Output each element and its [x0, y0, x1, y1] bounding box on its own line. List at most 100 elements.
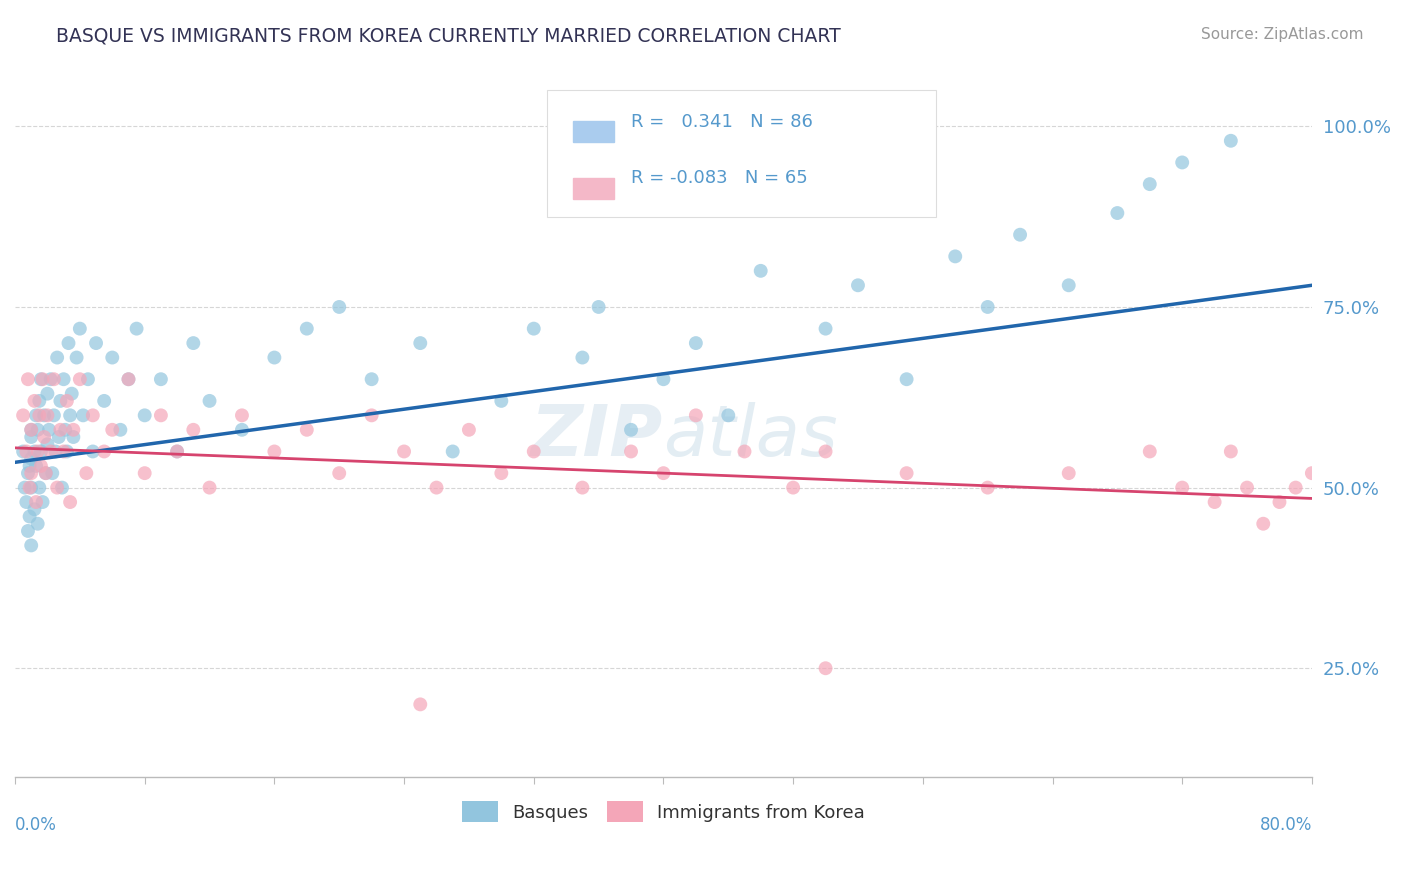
Point	[93, 444, 115, 458]
Point	[15, 495, 38, 509]
Point	[117, 372, 139, 386]
Point	[60, 386, 83, 401]
Point	[11, 409, 34, 423]
Point	[409, 336, 432, 351]
Point	[35, 466, 58, 480]
Point	[39, 372, 62, 386]
Point	[441, 444, 464, 458]
Text: R = -0.083   N = 65: R = -0.083 N = 65	[631, 169, 808, 187]
Point	[1010, 227, 1032, 242]
Point	[1171, 155, 1194, 169]
Point	[30, 458, 52, 473]
Point	[32, 409, 55, 423]
Point	[1285, 481, 1308, 495]
Point	[458, 423, 481, 437]
Point	[52, 444, 75, 458]
Text: Source: ZipAtlas.com: Source: ZipAtlas.com	[1201, 27, 1364, 42]
Point	[38, 423, 60, 437]
Point	[20, 451, 42, 466]
FancyBboxPatch shape	[572, 178, 614, 199]
Point	[1219, 444, 1241, 458]
Point	[1268, 495, 1291, 509]
Point	[35, 466, 58, 480]
Point	[39, 444, 62, 458]
Point	[32, 430, 55, 444]
Point	[18, 458, 41, 473]
Point	[46, 481, 69, 495]
Point	[896, 466, 918, 480]
Point	[20, 423, 42, 437]
Point	[523, 321, 546, 335]
Point	[77, 372, 100, 386]
Point	[295, 423, 318, 437]
Point	[11, 444, 34, 458]
Point	[491, 466, 513, 480]
Point	[782, 481, 804, 495]
Point	[84, 336, 107, 351]
Point	[295, 321, 318, 335]
Point	[134, 409, 156, 423]
Point	[46, 351, 69, 365]
Point	[56, 393, 79, 408]
Point	[734, 444, 756, 458]
Point	[1251, 516, 1274, 531]
Point	[1057, 466, 1080, 480]
FancyBboxPatch shape	[547, 90, 936, 218]
Point	[685, 336, 707, 351]
Point	[125, 321, 148, 335]
Point	[392, 444, 415, 458]
Point	[717, 409, 740, 423]
Point	[49, 393, 72, 408]
Point	[27, 444, 49, 458]
Point	[149, 409, 172, 423]
Point	[59, 409, 82, 423]
Point	[69, 372, 91, 386]
Point	[20, 481, 42, 495]
Point	[198, 393, 221, 408]
Point	[48, 430, 70, 444]
Point	[620, 423, 643, 437]
Point	[25, 495, 48, 509]
Point	[72, 409, 94, 423]
Point	[17, 466, 39, 480]
Point	[814, 321, 837, 335]
Point	[360, 409, 382, 423]
Point	[749, 264, 772, 278]
Point	[571, 351, 593, 365]
Point	[37, 437, 59, 451]
Point	[30, 372, 52, 386]
Text: 0.0%: 0.0%	[15, 815, 56, 833]
Point	[31, 372, 53, 386]
Text: ZIP: ZIP	[531, 402, 664, 471]
Point	[101, 423, 124, 437]
Point	[42, 372, 65, 386]
Point	[18, 509, 41, 524]
Point	[943, 249, 966, 263]
Point	[814, 444, 837, 458]
Point	[42, 409, 65, 423]
Point	[231, 409, 253, 423]
Point	[846, 278, 869, 293]
Text: R =   0.341   N = 86: R = 0.341 N = 86	[631, 112, 813, 130]
Point	[20, 466, 42, 480]
Point	[181, 336, 204, 351]
Point	[65, 351, 87, 365]
Point	[571, 481, 593, 495]
Point	[24, 502, 46, 516]
Point	[1301, 466, 1323, 480]
Point	[1139, 177, 1161, 191]
Point	[27, 516, 49, 531]
Point	[62, 423, 84, 437]
Text: 80.0%: 80.0%	[1260, 815, 1312, 833]
Point	[17, 524, 39, 538]
Point	[28, 481, 51, 495]
Point	[59, 495, 82, 509]
Point	[1139, 444, 1161, 458]
Point	[37, 386, 59, 401]
Point	[41, 466, 63, 480]
Point	[15, 444, 38, 458]
Point	[976, 300, 998, 314]
Point	[181, 423, 204, 437]
Point	[1171, 481, 1194, 495]
Point	[75, 466, 97, 480]
